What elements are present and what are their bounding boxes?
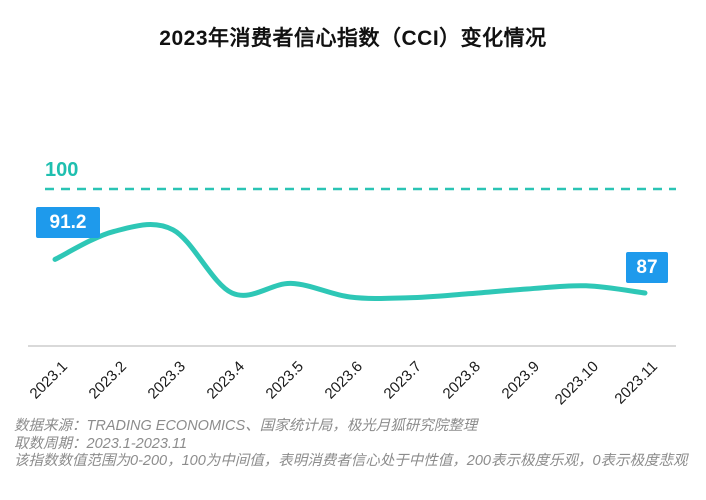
first-point-value-label: 91.2 (36, 207, 100, 238)
x-axis-tick: 2023.8 (439, 358, 485, 403)
x-axis-tick: 2023.11 (611, 358, 662, 408)
chart-title: 2023年消费者信心指数（CCI）变化情况 (159, 27, 547, 50)
x-axis-tick: 2023.7 (380, 358, 426, 403)
footer-period-line: 取数周期：2023.1-2023.11 (14, 435, 188, 452)
x-axis-tick: 2023.5 (262, 358, 308, 403)
last-point-value-label: 87 (626, 252, 668, 283)
reference-value-label: 100 (45, 159, 79, 181)
chart-footer: 数据来源：TRADING ECONOMICS、国家统计局，极光月狐研究院整理 取… (14, 418, 704, 471)
x-axis-tick: 2023.2 (85, 358, 131, 403)
x-axis-tick: 2023.9 (498, 358, 544, 403)
footer-note-line: 该指数数值范围为0-200，100为中间值，表明消费者信心处于中性值，200表示… (14, 453, 688, 469)
x-axis-tick: 2023.3 (144, 358, 190, 403)
cci-series-line (52, 221, 648, 301)
x-axis-tick: 2023.6 (321, 358, 367, 403)
x-axis-tick: 2023.1 (26, 358, 72, 403)
footer-source-line: 数据来源：TRADING ECONOMICS、国家统计局，极光月狐研究院整理 (14, 418, 478, 434)
x-axis-tick: 2023.10 (551, 358, 603, 409)
x-axis-labels: 2023.1 2023.2 2023.3 2023.4 2023.5 2023.6 2023… (26, 358, 662, 409)
x-axis-tick: 2023.4 (203, 358, 249, 403)
